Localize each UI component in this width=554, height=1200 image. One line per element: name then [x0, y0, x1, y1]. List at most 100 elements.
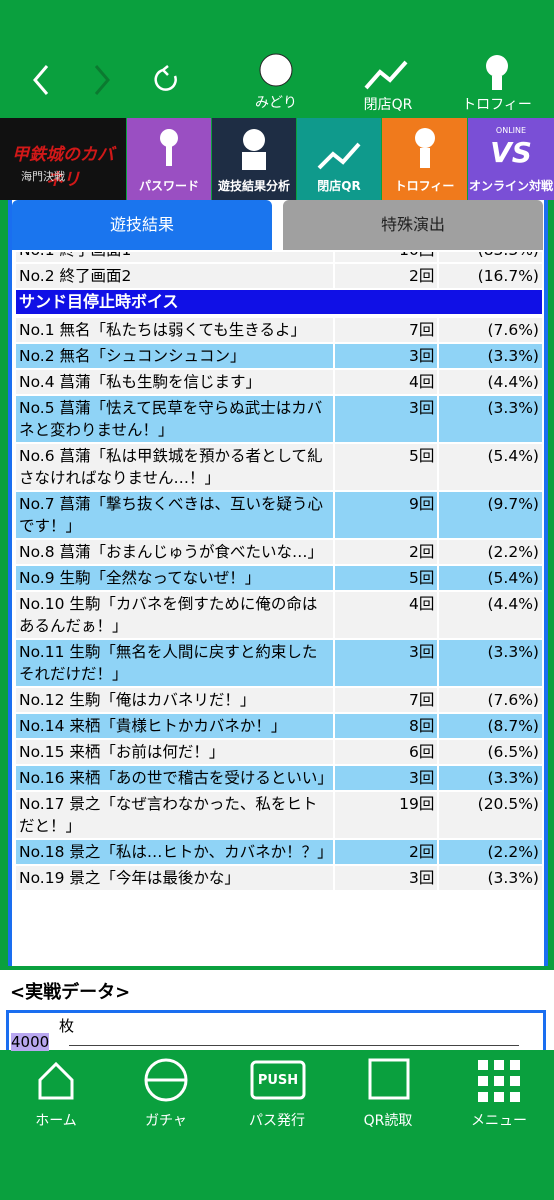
row-name: No.19 景之「今年は最後かな」 [16, 866, 333, 890]
icon [160, 129, 178, 166]
row-count: 10回 [334, 252, 438, 262]
row-count: 3回 [334, 766, 438, 790]
row-percent: (20.5%) [439, 792, 542, 838]
row-name: No.6 菖蒲「私は甲鉄城を預かる者として糺さなければなりません…！」 [16, 444, 333, 490]
banner-label: オンライン対戦 [468, 179, 553, 193]
bottom-nav-item[interactable]: メニュー [471, 1113, 527, 1129]
bottom-nav-item[interactable]: ホーム [35, 1113, 77, 1129]
banner-label: 閉店QR [317, 179, 361, 193]
table-row: No.11 生駒「無名を人間に戻すと約束した それだけだ！」 3回 (3.3%) [16, 640, 542, 686]
top-icons [33, 53, 508, 95]
banner-tile[interactable]: トロフィー [382, 118, 467, 200]
row-count: 3回 [334, 344, 438, 368]
banner-tile[interactable]: 遊技結果分析 [212, 118, 296, 200]
row-name: No.9 生駒「全然なってないぜ！」 [16, 566, 333, 590]
row-count: 5回 [334, 566, 438, 590]
row-count: 2回 [334, 840, 438, 864]
nav-label[interactable]: トロフィー [462, 97, 532, 113]
bottom-nav-item[interactable]: ガチャ [145, 1113, 187, 1129]
table-row: No.1 無名「私たちは弱くても生きるよ」 7回 (7.6%) [16, 318, 542, 342]
section-title: <実戦データ> [10, 982, 131, 1003]
bottom-nav-item[interactable]: QR読取 [363, 1113, 413, 1129]
row-name: No.11 生駒「無名を人間に戻すと約束した それだけだ！」 [16, 640, 333, 686]
row-name: No.8 菖蒲「おまんじゅうが食べたいな…」 [16, 540, 333, 564]
trophy-icon-body [492, 76, 502, 90]
row-percent: (3.3%) [439, 766, 542, 790]
tab-active[interactable]: 遊技結果 [12, 200, 272, 250]
row-percent: (3.3%) [439, 640, 542, 686]
table-row: No.1 終了画面110回(83.3%) [16, 252, 542, 262]
logo-title: 甲鉄城のカバネリ [12, 145, 114, 190]
table-row: No.8 菖蒲「おまんじゅうが食べたいな…」 2回 (2.2%) [16, 540, 542, 564]
y-label: 4000 [11, 1033, 50, 1051]
banner-label: トロフィー [394, 179, 455, 193]
table-scroll: No.1 終了画面110回(83.3%)No.2 終了画面22回(16.7%)サ… [8, 252, 548, 966]
bottom-icons: PUSH [38, 1058, 520, 1102]
row-percent: (7.6%) [439, 688, 542, 712]
tab[interactable]: 特殊演出 [283, 200, 543, 250]
logo-sub: 海門決戦 [21, 170, 65, 183]
row-percent: (3.3%) [439, 866, 542, 890]
row-count: 9回 [334, 492, 438, 538]
row-percent: (7.6%) [439, 318, 542, 342]
unit: 枚 [59, 1017, 75, 1035]
row-name: No.2 無名「シュコンシュコン」 [16, 344, 333, 368]
row-name: No.12 生駒「俺はカバネリだ！」 [16, 688, 333, 712]
game-logo[interactable]: 甲鉄城のカバネリ 海門決戦 [0, 118, 126, 200]
banner-tile[interactable]: 閉店QR [297, 118, 381, 200]
table-row: No.6 菖蒲「私は甲鉄城を預かる者として糺さなければなりません…！」 5回 (5.… [16, 444, 542, 490]
axis-line [69, 1045, 519, 1046]
icon [242, 129, 266, 170]
row-count: 19回 [334, 792, 438, 838]
row-name: No.4 菖蒲「私も生駒を信じます」 [16, 370, 333, 394]
row-count: 5回 [334, 444, 438, 490]
row-count: 2回 [334, 264, 438, 288]
table-row: No.4 菖蒲「私も生駒を信じます」 4回 (4.4%) [16, 370, 542, 394]
banner-tile[interactable]: パスワード [127, 118, 211, 200]
row-count: 4回 [334, 592, 438, 638]
banner-tile[interactable]: ONLINE VS オンライン対戦 [468, 118, 554, 200]
row-count: 7回 [334, 688, 438, 712]
trophy-icon [486, 55, 508, 77]
row-name: No.16 来栖「あの世で稽古を受けるといい」 [16, 766, 333, 790]
row-percent: (3.3%) [439, 396, 542, 442]
banner-label: 遊技結果分析 [217, 179, 290, 193]
row-percent: (5.4%) [439, 566, 542, 590]
row-percent: (2.2%) [439, 840, 542, 864]
table-row: No.15 来栖「お前は何だ！」 6回 (6.5%) [16, 740, 542, 764]
nav-label[interactable]: みどり [255, 95, 297, 111]
row-name: No.1 終了画面1 [16, 252, 333, 262]
table-row: No.19 景之「今年は最後かな」 3回 (3.3%) [16, 866, 542, 890]
row-name: No.14 来栖「貴様ヒトかカバネか！」 [16, 714, 333, 738]
bottom-nav-item[interactable]: パス発行 [249, 1113, 305, 1129]
row-count: 3回 [334, 640, 438, 686]
section-header: サンド目停止時ボイス [16, 290, 542, 314]
row-count: 6回 [334, 740, 438, 764]
row-percent: (16.7%) [439, 264, 542, 288]
table-row: No.14 来栖「貴様ヒトかカバネか！」 8回 (8.7%) [16, 714, 542, 738]
row-count: 3回 [334, 396, 438, 442]
icon [414, 128, 435, 168]
table-row: No.12 生駒「俺はカバネリだ！」 7回 (7.6%) [16, 688, 542, 712]
refresh-button[interactable] [154, 65, 177, 91]
table-row: No.10 生駒「カバネを倒すために俺の命はあるんだぁ！」 4回 (4.4%) [16, 592, 542, 638]
nav-label[interactable]: 閉店QR [363, 97, 413, 113]
row-count: 8回 [334, 714, 438, 738]
table-row: No.9 生駒「全然なってないぜ！」 5回 (5.4%) [16, 566, 542, 590]
row-name: No.15 来栖「お前は何だ！」 [16, 740, 333, 764]
row-name: No.18 景之「私は…ヒトか、カバネか！？」 [16, 840, 333, 864]
forward-button[interactable] [94, 65, 110, 95]
table-row: No.17 景之「なぜ言わなかった、私をヒトだと！」 19回 (20.5%) [16, 792, 542, 838]
row-percent: (3.3%) [439, 344, 542, 368]
qr-icon [364, 60, 408, 90]
midori-icon [259, 53, 293, 87]
row-percent: (2.2%) [439, 540, 542, 564]
row-name: No.1 無名「私たちは弱くても生きるよ」 [16, 318, 333, 342]
row-percent: (8.7%) [439, 714, 542, 738]
row-name: No.10 生駒「カバネを倒すために俺の命はあるんだぁ！」 [16, 592, 333, 638]
chart-frame: 枚 4000 [6, 1010, 546, 1051]
row-name: No.17 景之「なぜ言わなかった、私をヒトだと！」 [16, 792, 333, 838]
back-button[interactable] [33, 65, 49, 95]
result-table: No.1 終了画面110回(83.3%)No.2 終了画面22回(16.7%)サ… [16, 252, 542, 892]
